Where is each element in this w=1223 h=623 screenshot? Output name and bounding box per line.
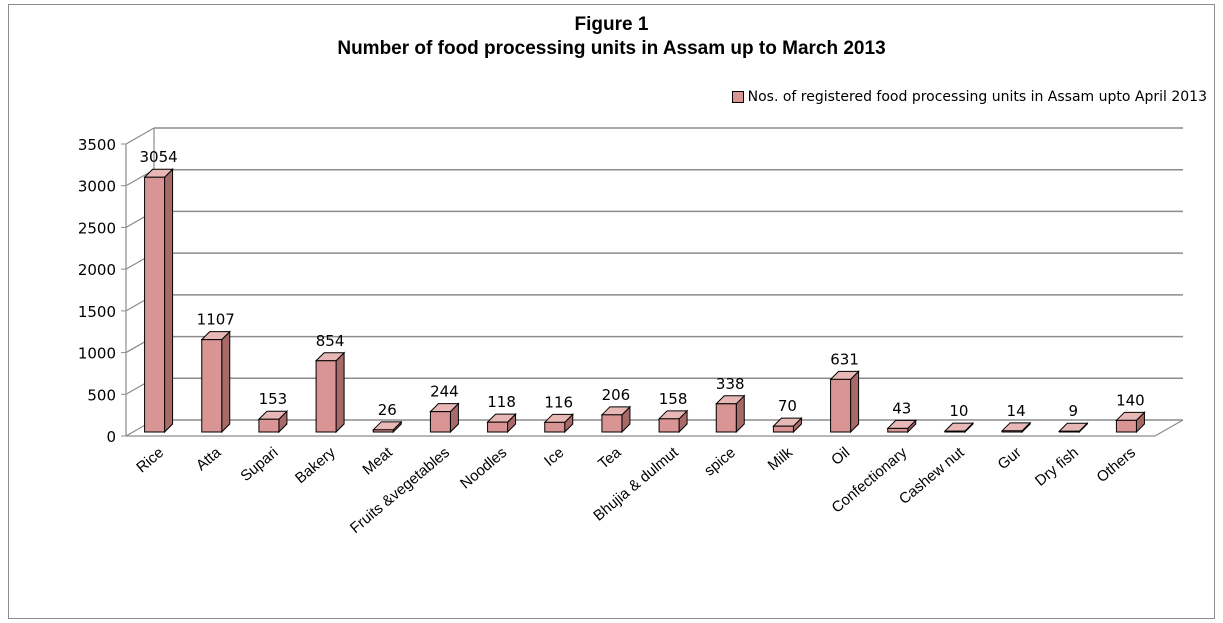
data-label: 118 — [487, 393, 516, 411]
bar — [372, 429, 394, 433]
bar-top — [943, 422, 975, 432]
bar-side — [164, 168, 174, 434]
side-wall-gridline — [125, 127, 155, 145]
data-label: 206 — [602, 386, 631, 404]
bar — [601, 414, 623, 433]
y-tick-label: 3000 — [78, 178, 116, 196]
bar — [715, 403, 737, 433]
bar — [544, 421, 566, 433]
legend-label: Nos. of registered food processing units… — [747, 89, 1207, 105]
bar — [772, 425, 794, 433]
category-label: Bakery — [292, 444, 339, 487]
bar — [830, 378, 852, 433]
bar — [944, 430, 966, 433]
bar — [887, 427, 909, 433]
y-tick-label: 3500 — [78, 136, 116, 154]
y-tick-label: 500 — [87, 386, 116, 404]
floor-right-edge — [1154, 419, 1184, 437]
category-label: Gur — [995, 444, 1025, 473]
data-label: 338 — [716, 375, 745, 393]
category-label: Milk — [765, 444, 797, 474]
data-label: 70 — [778, 397, 797, 415]
data-label: 43 — [892, 399, 911, 417]
bar-top — [1000, 422, 1032, 432]
y-tick-label: 2000 — [78, 261, 116, 279]
data-label: 9 — [1068, 402, 1078, 420]
bar — [1058, 430, 1080, 433]
data-label: 244 — [430, 383, 459, 401]
chart-subtitle: Number of food processing units in Assam… — [337, 38, 886, 59]
data-label: 26 — [378, 401, 397, 419]
category-label: spice — [701, 444, 739, 480]
y-tick-label: 2500 — [78, 219, 116, 237]
data-label: 153 — [259, 390, 288, 408]
category-label: Others — [1094, 444, 1139, 486]
category-label: Supari — [237, 444, 281, 485]
data-label: 14 — [1007, 402, 1026, 420]
category-label: Rice — [133, 444, 167, 476]
data-label: 631 — [830, 350, 859, 368]
data-label: 158 — [659, 390, 688, 408]
category-label: Fruits &vegetables — [347, 444, 453, 537]
category-label: Oil — [828, 444, 853, 469]
category-label: Tea — [595, 444, 625, 473]
bar — [201, 339, 223, 433]
category-label: Dry fish — [1032, 444, 1082, 490]
y-tick-label: 1000 — [78, 345, 116, 363]
category-label: Noodles — [457, 444, 510, 492]
bar — [258, 418, 280, 433]
bar — [1115, 419, 1137, 433]
data-label: 10 — [949, 402, 968, 420]
bar — [487, 421, 509, 433]
y-tick-label: 1500 — [78, 303, 116, 321]
bar — [658, 418, 680, 433]
category-label: Atta — [193, 444, 225, 475]
bar-side — [221, 330, 231, 434]
bar-side — [335, 351, 345, 434]
data-label: 140 — [1116, 391, 1145, 409]
bar — [144, 176, 166, 433]
legend: Nos. of registered food processing units… — [731, 89, 1207, 105]
legend-swatch — [731, 91, 744, 103]
data-label: 3054 — [139, 148, 177, 166]
bar-top — [1058, 422, 1089, 432]
category-label: Meat — [359, 444, 396, 479]
bar — [1001, 430, 1023, 433]
bar — [429, 411, 451, 433]
category-label: Ice — [541, 444, 567, 470]
bar — [315, 360, 337, 433]
data-label: 116 — [544, 393, 573, 411]
bar-side — [850, 370, 860, 434]
chart-title: Figure 1 — [574, 14, 649, 35]
data-label: 1107 — [197, 311, 235, 329]
chart-frame — [8, 4, 1215, 619]
y-tick-label: 0 — [106, 428, 116, 446]
data-label: 854 — [316, 332, 345, 350]
